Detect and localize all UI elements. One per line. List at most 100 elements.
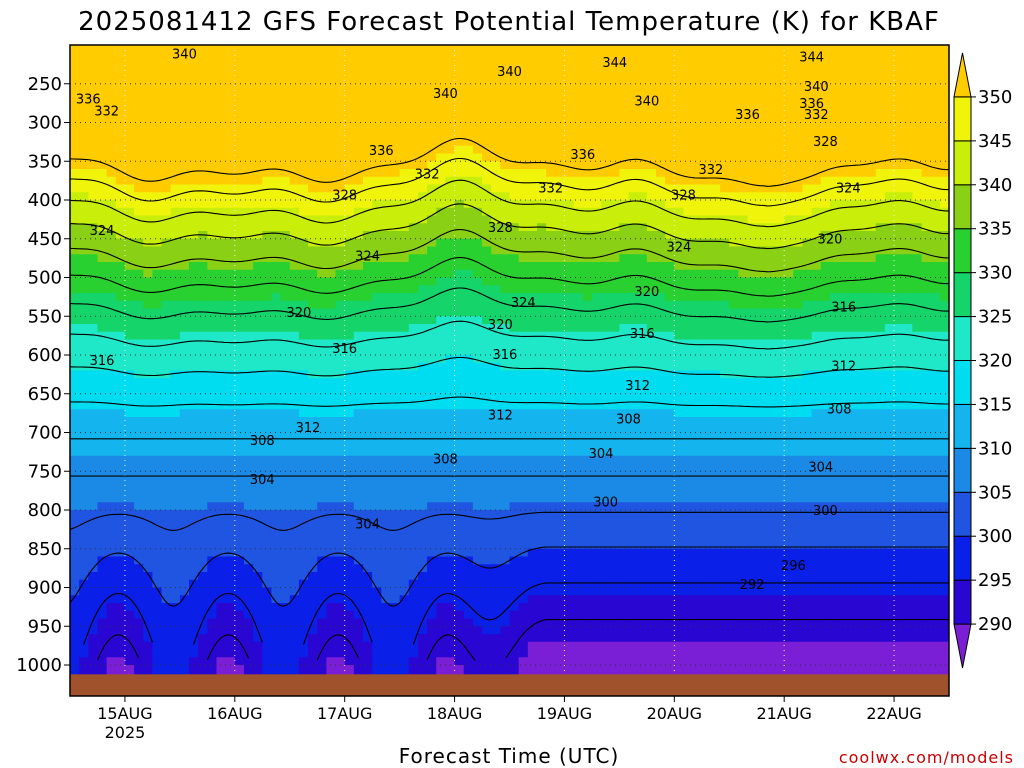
field-cell [88,634,99,643]
field-cell [427,324,437,333]
field-cell [601,231,611,240]
field-cell [243,409,254,418]
field-cell [390,370,401,379]
field-cell [399,564,410,573]
field-cell [582,471,593,480]
field-cell [216,479,227,488]
field-cell [115,347,126,356]
field-cell [143,153,154,162]
field-cell [454,285,465,294]
field-cell [124,603,135,612]
field-cell [381,572,392,581]
field-cell [399,176,410,186]
field-cell [372,68,382,77]
field-cell [399,114,410,124]
field-cell [97,76,108,85]
field-cell [234,76,245,85]
field-cell [115,192,126,201]
field-cell [143,107,154,116]
field-cell [582,486,593,496]
field-cell [363,200,373,209]
field-cell [152,138,163,147]
field-cell [390,76,401,85]
field-cell [79,68,89,77]
field-cell [445,215,456,224]
field-cell [198,91,208,100]
field-cell [152,494,163,503]
field-cell [280,114,291,124]
field-cell [289,525,300,534]
field-cell [427,355,437,364]
field-cell [427,479,437,488]
field-cell [454,60,465,69]
field-cell [189,176,199,186]
field-cell [335,448,346,457]
field-cell [463,107,474,116]
field-cell [143,409,154,418]
field-cell [317,424,327,434]
field-cell [317,665,327,674]
field-cell [445,231,456,240]
field-cell [152,579,163,589]
field-cell [482,285,492,294]
field-cell [408,192,419,201]
field-cell [70,572,80,581]
field-cell [463,417,474,426]
field-cell [344,52,355,62]
field-cell [179,176,190,186]
field-cell [317,548,327,558]
field-cell [427,231,437,240]
field-cell [198,502,208,511]
field-cell [564,254,575,263]
field-cell [161,308,172,317]
field-cell [253,68,263,77]
field-cell [555,269,566,279]
field-cell [472,122,483,131]
field-cell [170,517,181,527]
field-cell [417,603,428,612]
field-cell [234,331,245,341]
field-cell [143,510,154,519]
field-cell [601,285,611,294]
field-cell [582,448,593,457]
field-cell [198,293,208,302]
field-cell [317,153,327,162]
field-cell [390,556,401,565]
field-cell [555,76,566,85]
field-cell [262,448,273,457]
field-cell [207,665,218,674]
field-cell [88,502,99,511]
field-cell [88,409,99,418]
field-cell [555,184,566,193]
field-cell [115,665,126,674]
field-cell [546,587,556,596]
field-cell [509,440,520,449]
field-cell [308,339,318,348]
field-cell [106,603,117,612]
field-cell [381,417,392,426]
field-cell [344,502,355,511]
field-cell [482,347,492,356]
field-cell [161,161,172,170]
field-cell [271,424,282,434]
field-cell [564,184,575,193]
field-cell [527,308,538,317]
field-cell [317,169,327,178]
field-cell [88,45,99,54]
field-cell [372,107,382,116]
field-cell [482,68,492,77]
field-cell [390,355,401,364]
field-cell [298,641,309,651]
field-cell [564,45,575,54]
field-cell [527,215,538,224]
field-cell [463,308,474,317]
field-cell [234,649,245,658]
field-cell [564,533,575,542]
field-cell [88,107,99,116]
field-cell [564,610,575,620]
field-cell [353,386,364,395]
field-cell [390,83,401,93]
field-cell [536,455,547,465]
field-cell [152,556,163,565]
